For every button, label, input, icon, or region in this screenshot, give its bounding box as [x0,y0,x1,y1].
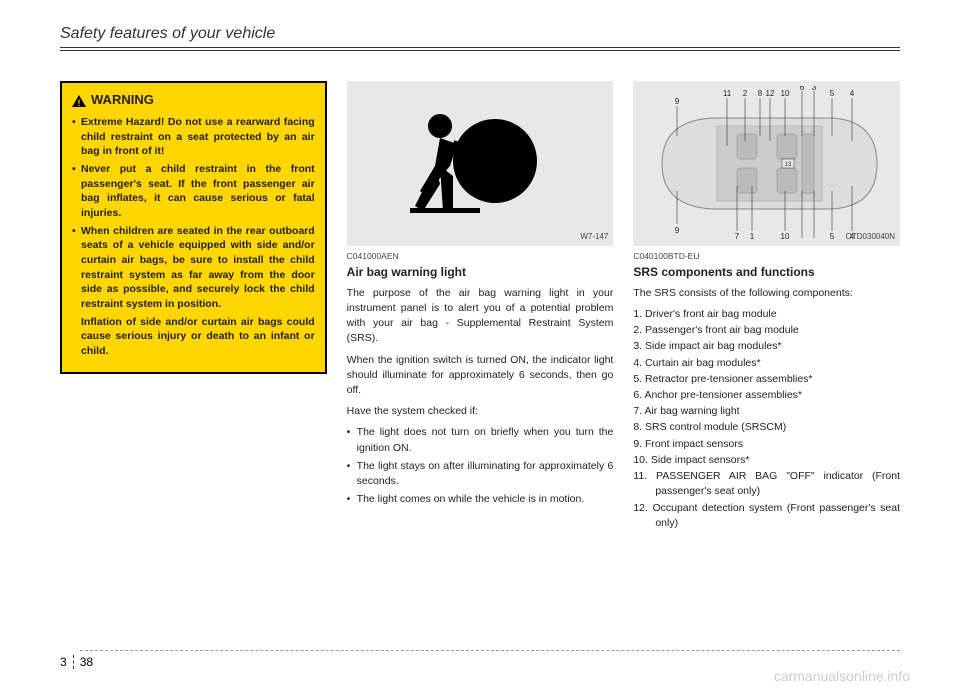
page: Safety features of your vehicle ! WARNIN… [0,0,960,689]
column-3: 9 11 2 8 12 10 6 3 5 4 9 7 1 10 [633,81,900,532]
page-num-value: 38 [80,655,93,669]
page-number: 3 38 [60,655,93,669]
diagram-label: 10 [780,232,789,241]
body-text: When the ignition switch is turned ON, t… [347,353,614,399]
figure-code: W7-147 [580,231,608,243]
bullet-item: The light does not turn on briefly when … [347,425,614,455]
page-header: Safety features of your vehicle [60,25,900,48]
diagram-label: 5 [829,89,834,98]
list-item: 3. Side impact air bag modules* [633,339,900,354]
diagram-label: 1 [749,232,754,241]
vehicle-diagram: 9 11 2 8 12 10 6 3 5 4 9 7 1 10 [642,86,892,241]
list-item: 7. Air bag warning light [633,404,900,419]
list-item: 9. Front impact sensors [633,437,900,452]
list-item: 1. Driver's front air bag module [633,307,900,322]
section-code: C040100BTD-EU [633,250,900,262]
section-title: Air bag warning light [347,264,614,281]
diagram-label: 10 [780,89,789,98]
column-2: W7-147 C041000AEN Air bag warning light … [347,81,614,532]
svg-text:!: ! [78,98,81,107]
diagram-label: 8 [757,89,762,98]
airbag-figure: W7-147 [347,81,614,246]
column-1: ! WARNING Extreme Hazard! Do not use a r… [60,81,327,532]
list-item: 12. Occupant detection system (Front pas… [633,501,900,531]
vehicle-figure: 9 11 2 8 12 10 6 3 5 4 9 7 1 10 [633,81,900,246]
list-item: 4. Curtain air bag modules* [633,356,900,371]
list-item: 2. Passenger's front air bag module [633,323,900,338]
bullet-item: The light comes on while the vehicle is … [347,492,614,507]
warning-item: When children are seated in the rear out… [72,224,315,312]
bullet-item: The light stays on after illuminating fo… [347,459,614,489]
warning-label: WARNING [91,91,154,110]
diagram-label: 11 [723,89,732,98]
warning-item: Never put a child restraint in the front… [72,162,315,221]
body-text: The purpose of the air bag warning light… [347,286,614,347]
warning-tail: Inflation of side and/or curtain air bag… [72,315,315,359]
page-section: 3 [60,655,74,669]
airbag-icon [385,96,575,231]
diagram-label: 13 [784,162,791,168]
warning-box: ! WARNING Extreme Hazard! Do not use a r… [60,81,327,374]
diagram-label: 9 [674,97,679,106]
warning-title: ! WARNING [72,91,315,110]
diagram-label: 2 [742,89,747,98]
warning-list: Extreme Hazard! Do not use a rearward fa… [72,115,315,359]
body-text: The SRS consists of the following compon… [633,286,900,301]
diagram-label: 3 [811,86,816,92]
body-text: Have the system checked if: [347,404,614,419]
figure-code: OTD030040N [846,231,895,243]
list-item: 8. SRS control module (SRSCM) [633,420,900,435]
list-item: 11. PASSENGER AIR BAG "OFF" indicator (F… [633,469,900,499]
diagram-label: 12 [765,89,774,98]
list-item: 10. Side impact sensors* [633,453,900,468]
diagram-label: 5 [829,232,834,241]
section-title: SRS components and functions [633,264,900,281]
warning-item: Extreme Hazard! Do not use a rearward fa… [72,115,315,159]
footer-rule [80,650,900,651]
diagram-label: 9 [674,226,679,235]
diagram-label: 7 [734,232,739,241]
diagram-label: 6 [799,86,804,92]
diagram-label: 4 [849,89,854,98]
columns: ! WARNING Extreme Hazard! Do not use a r… [60,81,900,532]
warning-icon: ! [72,94,86,106]
watermark: carmanualsonline.info [774,668,910,684]
header-rule [60,50,900,51]
list-item: 6. Anchor pre-tensioner assemblies* [633,388,900,403]
section-code: C041000AEN [347,250,614,262]
list-item: 5. Retractor pre-tensioner assemblies* [633,372,900,387]
